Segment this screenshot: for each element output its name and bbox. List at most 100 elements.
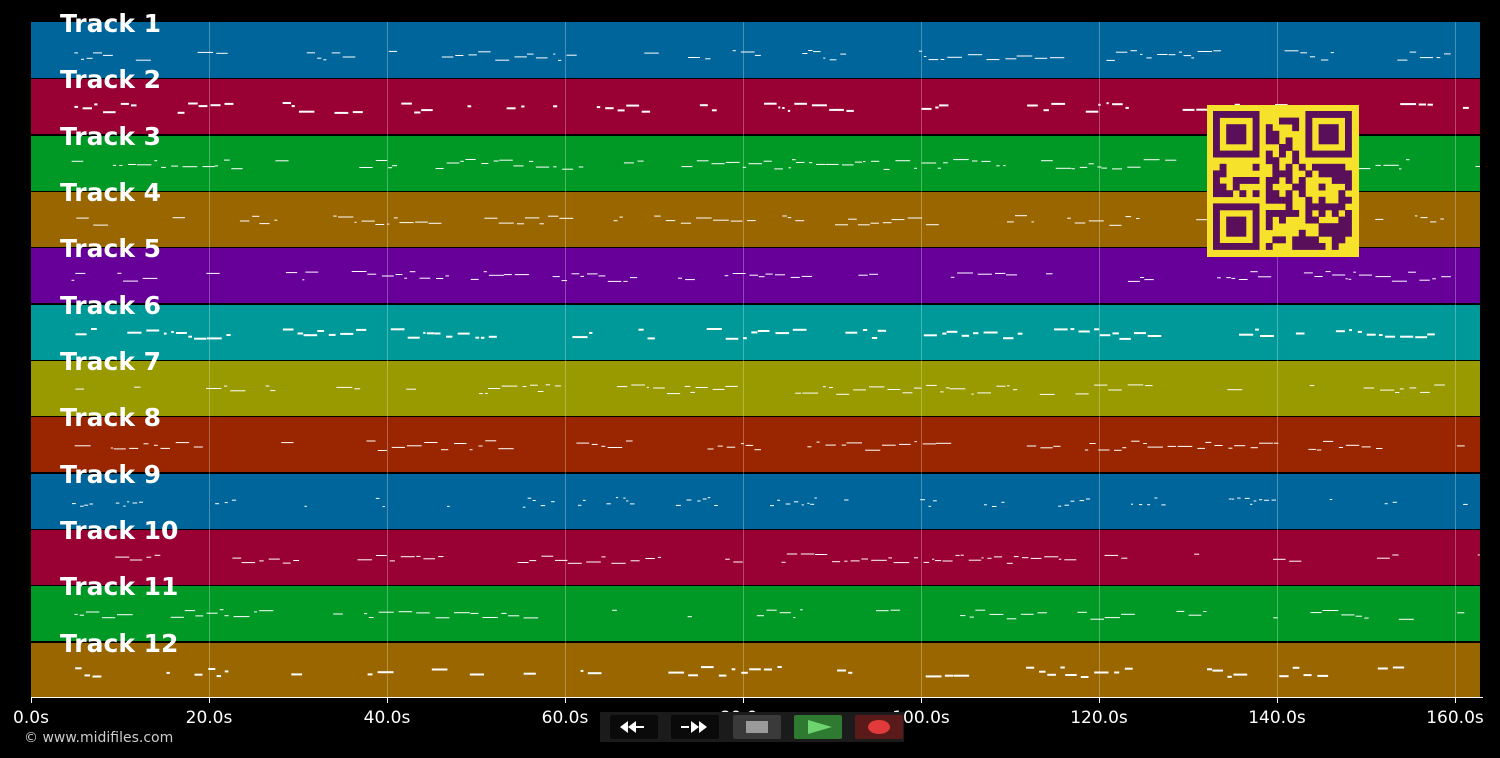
note-mark [782,215,787,217]
note-mark [922,443,936,445]
note-marks [115,553,1480,564]
track-lane[interactable] [31,304,1480,360]
note-mark [861,558,868,560]
note-mark [777,499,780,501]
axis-tick-label: 140.0s [1248,708,1306,728]
rewind-button[interactable] [610,715,658,739]
axis-tick [387,697,388,703]
note-mark [1358,168,1371,170]
fast-forward-button[interactable] [671,715,719,739]
note-mark [414,111,421,114]
note-mark [231,499,237,501]
note-mark [441,56,454,58]
track-lane[interactable] [31,22,1480,78]
note-mark [1130,50,1137,52]
note-mark [177,111,185,114]
note-mark [808,50,813,51]
note-mark [795,220,805,222]
note-mark [1348,278,1352,280]
lane-separator [31,135,1480,136]
note-mark [630,277,638,279]
note-mark [445,275,449,277]
qr-code[interactable] [1207,105,1359,257]
note-mark [224,670,229,673]
note-mark [419,277,431,279]
note-mark [1329,499,1333,500]
note-mark [481,163,489,164]
track-lane[interactable] [31,585,1480,641]
note-mark [1112,168,1122,170]
note-mark [749,274,758,276]
note-mark [551,501,555,503]
note-mark [1017,332,1023,335]
note-mark [668,671,684,674]
stop-button[interactable] [733,715,781,739]
note-mark [378,611,394,613]
note-mark [146,556,152,558]
note-mark [726,446,736,448]
note-mark [946,330,958,333]
note-mark [74,613,78,615]
note-mark [567,562,582,564]
note-mark [1363,387,1375,389]
note-mark [801,504,804,506]
note-mark [1196,219,1211,221]
note-mark [1457,612,1465,614]
note-mark [367,273,377,275]
play-button[interactable] [794,715,842,739]
note-mark [960,554,964,556]
note-mark [377,671,394,674]
note-mark [1234,103,1240,106]
track-lane[interactable] [31,473,1480,529]
gridline [1455,22,1456,698]
note-mark [184,610,196,612]
track-lane[interactable] [31,642,1480,698]
note-mark [1026,445,1037,447]
note-mark [981,160,991,162]
rewind-icon [620,721,644,733]
note-mark [368,617,374,618]
note-mark [521,105,525,108]
note-mark [1279,675,1289,678]
note-mark [302,279,305,281]
note-mark [415,221,428,223]
note-mark [1046,273,1053,275]
note-marks [72,497,1468,508]
gridline [921,22,922,698]
note-mark [1013,556,1019,558]
note-mark [421,109,433,112]
track-lane[interactable] [31,529,1480,585]
note-mark [968,559,982,561]
track-lane[interactable] [31,360,1480,416]
note-mark [902,392,913,394]
note-mark [1039,393,1055,395]
note-mark [1436,57,1441,59]
note-mark [381,275,394,277]
note-mark [647,337,655,340]
note-mark [254,611,257,613]
note-mark [1440,218,1444,220]
record-button[interactable] [855,715,903,739]
note-mark [1084,449,1089,451]
note-mark [764,102,777,105]
note-marks [74,609,1465,620]
note-mark [1398,618,1414,620]
note-mark [953,159,969,161]
note-mark [1323,440,1334,442]
note-mark [725,337,739,340]
note-mark [1213,50,1221,52]
note-mark [944,674,954,677]
note-mark [1053,445,1061,447]
note-mark [488,274,504,276]
note-mark [1303,674,1312,677]
note-mark [305,271,319,273]
note-mark [160,447,170,449]
note-mark [895,160,911,162]
note-mark [615,497,619,499]
note-mark [123,505,126,507]
note-mark [375,160,388,161]
note-mark [535,166,550,168]
track-label: Track 7 [60,347,162,376]
track-lane[interactable] [31,416,1480,472]
note-mark [216,675,221,678]
